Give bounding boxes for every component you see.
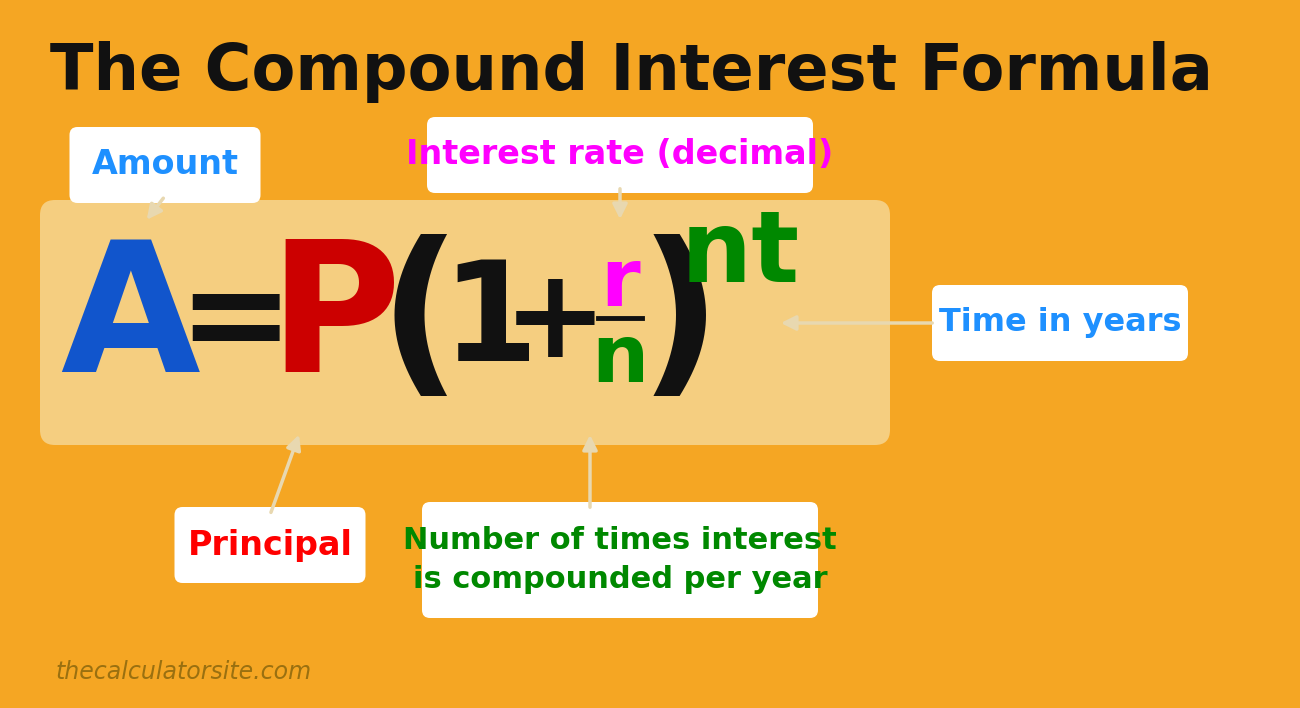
Text: ): ) [638, 234, 722, 411]
FancyBboxPatch shape [174, 507, 365, 583]
Text: r: r [601, 246, 640, 324]
FancyBboxPatch shape [69, 127, 260, 203]
Text: nt: nt [680, 206, 800, 303]
Text: P: P [269, 234, 402, 411]
Text: Number of times interest
is compounded per year: Number of times interest is compounded p… [403, 527, 837, 593]
FancyBboxPatch shape [422, 502, 818, 618]
Text: =: = [177, 255, 294, 390]
FancyBboxPatch shape [426, 117, 812, 193]
Text: A: A [60, 234, 200, 411]
FancyBboxPatch shape [40, 200, 890, 445]
Text: Time in years: Time in years [939, 307, 1182, 338]
Text: (: ( [378, 234, 461, 411]
Text: thecalculatorsite.com: thecalculatorsite.com [55, 660, 311, 684]
Text: Amount: Amount [91, 149, 238, 181]
Text: 1: 1 [442, 255, 538, 390]
Text: +: + [503, 262, 607, 383]
Text: n: n [592, 321, 649, 399]
Text: The Compound Interest Formula: The Compound Interest Formula [49, 41, 1213, 103]
Text: Principal: Principal [187, 528, 352, 561]
FancyBboxPatch shape [932, 285, 1188, 361]
Text: Interest rate (decimal): Interest rate (decimal) [407, 139, 833, 171]
